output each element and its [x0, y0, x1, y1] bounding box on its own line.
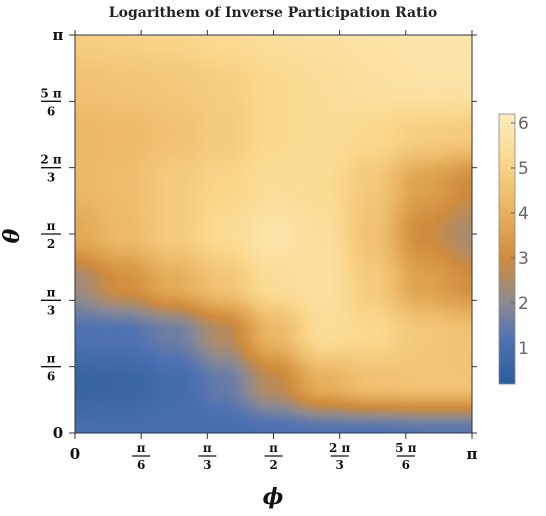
x-tick-numerator: π: [269, 441, 278, 455]
x-axis-label: ϕ: [263, 484, 284, 510]
x-axis-ticks: 0 π 6 π 3 π 2 2 π 3 5 π 6 π: [70, 30, 478, 472]
x-tick-denominator: 3: [203, 458, 211, 472]
y-tick-label: 0: [53, 424, 63, 442]
colorbar-tick-label: 6: [518, 114, 529, 134]
colorbar-tick-label: 5: [518, 159, 529, 179]
colorbar-tick-label: 1: [518, 339, 529, 359]
y-tick-denominator: 6: [47, 104, 55, 118]
x-tick-label: π: [467, 445, 478, 463]
chart-title: Logarithem of Inverse Participation Rati…: [109, 5, 437, 21]
x-tick-label: 0: [70, 445, 80, 463]
y-tick-denominator: 2: [47, 237, 55, 251]
y-tick-label: π: [53, 26, 64, 44]
x-tick-numerator: π: [137, 441, 146, 455]
x-tick-numerator: 5 π: [395, 441, 417, 455]
y-tick-denominator: 3: [47, 303, 55, 317]
colorbar-tick-label: 2: [518, 294, 529, 314]
colorbar: [498, 113, 516, 385]
x-tick-numerator: 2 π: [329, 441, 351, 455]
heatmap-image: [75, 35, 472, 433]
colorbar-tick-label: 3: [518, 249, 529, 269]
y-tick-denominator: 6: [47, 370, 55, 384]
y-axis-ticks: 0 π 6 π 3 π 2 2 π 3 5 π 6 π: [40, 26, 477, 442]
x-tick-denominator: 6: [402, 458, 410, 472]
y-tick-numerator: π: [47, 219, 56, 233]
colorbar-ticks: 1 2 3 4 5 6: [511, 114, 529, 359]
x-tick-denominator: 3: [335, 458, 343, 472]
x-tick-numerator: π: [203, 441, 212, 455]
y-tick-numerator: 5 π: [40, 86, 62, 100]
colorbar-tick-label: 4: [518, 204, 529, 224]
y-tick-numerator: π: [47, 285, 56, 299]
x-tick-denominator: 6: [137, 458, 145, 472]
y-tick-numerator: 2 π: [40, 153, 62, 167]
y-tick-denominator: 3: [47, 171, 55, 185]
x-tick-denominator: 2: [269, 458, 277, 472]
y-axis-label: θ: [0, 228, 25, 243]
y-tick-numerator: π: [47, 352, 56, 366]
